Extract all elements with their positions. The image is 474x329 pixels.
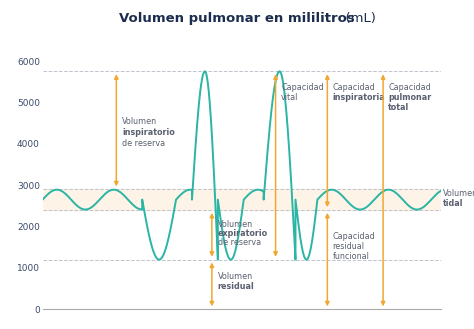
Text: Volumen: Volumen — [443, 189, 474, 198]
Text: residual: residual — [218, 282, 255, 291]
Text: expiratorio: expiratorio — [218, 229, 268, 238]
Text: (mL): (mL) — [99, 12, 375, 25]
Text: de reserva: de reserva — [218, 238, 261, 247]
Text: total: total — [388, 103, 410, 112]
Text: vital: vital — [281, 93, 299, 102]
Text: Capacidad: Capacidad — [333, 84, 375, 92]
Text: Capacidad: Capacidad — [281, 84, 324, 92]
Text: Volumen: Volumen — [218, 272, 253, 282]
Bar — [43, 189, 441, 210]
Text: de reserva: de reserva — [122, 139, 165, 148]
Text: Volumen: Volumen — [218, 219, 253, 229]
Text: Volumen: Volumen — [122, 116, 157, 125]
Text: Volumen pulmonar en mililitros: Volumen pulmonar en mililitros — [119, 12, 355, 25]
Text: tidal: tidal — [443, 199, 463, 208]
Text: inspiratoria: inspiratoria — [333, 93, 385, 102]
Text: Capacidad: Capacidad — [333, 232, 375, 241]
Text: residual: residual — [333, 242, 365, 251]
Text: funcional: funcional — [333, 252, 369, 261]
Text: inspiratorio: inspiratorio — [122, 128, 175, 137]
Text: Capacidad: Capacidad — [388, 84, 431, 92]
Text: pulmonar: pulmonar — [388, 93, 431, 102]
